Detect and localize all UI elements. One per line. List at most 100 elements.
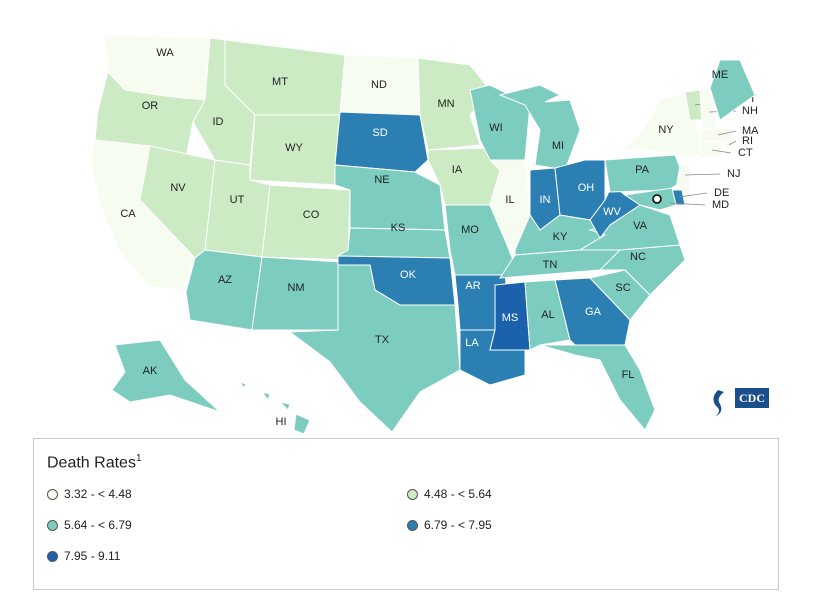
leader-line bbox=[711, 149, 732, 154]
legend-label: 7.95 - 9.11 bbox=[64, 549, 121, 563]
legend-label: 6.79 - < 7.95 bbox=[424, 518, 492, 532]
state-label: SD bbox=[372, 127, 387, 139]
state bbox=[724, 139, 733, 151]
state bbox=[185, 249, 263, 331]
map: WA OR CA NV ID MT WY UT CO AZ NM ND SD NE KS OK TX MN IA MO… bbox=[89, 35, 769, 435]
state-label: MS bbox=[502, 312, 519, 324]
legend-label: 3.32 - < 4.48 bbox=[64, 487, 132, 501]
state bbox=[699, 141, 723, 159]
state-label: FL bbox=[622, 369, 635, 381]
leader-line bbox=[684, 173, 721, 176]
state-label: DE bbox=[714, 187, 729, 199]
state bbox=[278, 401, 291, 411]
state-label: WA bbox=[156, 47, 174, 59]
state-label: MT bbox=[272, 76, 288, 88]
legend-label: 5.64 - < 6.79 bbox=[64, 518, 132, 532]
legend-title-superscript: 1 bbox=[135, 453, 142, 464]
logo-icon bbox=[713, 390, 724, 416]
legend-item: 4.48 - < 5.64 bbox=[407, 487, 492, 501]
legend-swatch bbox=[407, 488, 418, 500]
state-label: MI bbox=[552, 140, 564, 152]
legend-item: 7.95 - 9.11 bbox=[47, 549, 120, 563]
legend-title-text: Death Rates bbox=[47, 454, 136, 472]
state-label: NY bbox=[658, 124, 674, 136]
state-label: NJ bbox=[727, 168, 740, 180]
state bbox=[709, 59, 756, 121]
state-label: CO bbox=[303, 209, 320, 221]
state bbox=[623, 187, 677, 211]
legend: Death Rates1 3.32 - < 4.48 4.48 - < 5.64 5… bbox=[33, 438, 779, 590]
state-label: MA bbox=[742, 125, 759, 137]
state-label: IA bbox=[452, 164, 463, 176]
state bbox=[334, 164, 446, 231]
state-label: NV bbox=[170, 182, 186, 194]
state-label: WV bbox=[603, 206, 621, 218]
legend-swatch bbox=[47, 519, 58, 531]
state-label: NE bbox=[374, 174, 389, 186]
state-label: CT bbox=[738, 147, 753, 159]
state-label: OK bbox=[400, 269, 417, 281]
legend-label: 4.48 - < 5.64 bbox=[424, 487, 492, 501]
state-label: TN bbox=[543, 259, 558, 271]
state-label: SC bbox=[615, 282, 630, 294]
state bbox=[293, 413, 311, 435]
state-label: OH bbox=[578, 182, 595, 194]
legend-swatch bbox=[47, 550, 58, 562]
leader-line bbox=[669, 202, 706, 206]
state bbox=[498, 84, 581, 171]
state-label: HI bbox=[276, 416, 287, 428]
state-label: NM bbox=[287, 282, 304, 294]
legend-item: 5.64 - < 6.79 bbox=[47, 518, 132, 532]
state-label: LA bbox=[465, 337, 479, 349]
state bbox=[489, 281, 531, 351]
legend-swatch bbox=[407, 519, 418, 531]
leader-line bbox=[678, 192, 708, 198]
state bbox=[288, 264, 461, 433]
state bbox=[261, 184, 351, 261]
state-label: AL bbox=[541, 309, 554, 321]
state-label: MN bbox=[437, 98, 454, 110]
leader-line bbox=[717, 130, 737, 136]
state-label: WY bbox=[285, 142, 303, 154]
state-label: PA bbox=[635, 164, 650, 176]
state-label: NH bbox=[742, 105, 758, 117]
state bbox=[699, 127, 736, 143]
state-label: AZ bbox=[218, 274, 232, 286]
state-label: IN bbox=[540, 194, 551, 206]
state-label: CA bbox=[120, 208, 136, 220]
state bbox=[260, 391, 271, 402]
district bbox=[652, 194, 662, 204]
legend-swatch bbox=[47, 488, 58, 500]
state-label: WI bbox=[489, 122, 502, 134]
state-label: IL bbox=[505, 194, 514, 206]
legend-item: 6.79 - < 7.95 bbox=[407, 518, 492, 532]
state-label: NC bbox=[630, 251, 646, 263]
state-label: ND bbox=[371, 79, 387, 91]
state-label: AK bbox=[143, 365, 158, 377]
cdc-logo: CDC bbox=[713, 388, 769, 416]
state bbox=[699, 87, 719, 129]
state-label: MD bbox=[712, 199, 729, 211]
state bbox=[417, 57, 491, 151]
state-label: ME bbox=[712, 69, 729, 81]
state-label: OR bbox=[142, 100, 159, 112]
logo-box bbox=[735, 388, 769, 408]
state-label: ID bbox=[213, 116, 224, 128]
legend-item: 3.32 - < 4.48 bbox=[47, 487, 132, 501]
state bbox=[524, 279, 571, 351]
state-label: KY bbox=[553, 231, 568, 243]
state bbox=[539, 344, 656, 431]
leader-line bbox=[728, 140, 737, 146]
state-label: KS bbox=[391, 222, 406, 234]
logo-text: CDC bbox=[739, 391, 765, 405]
state bbox=[488, 159, 531, 251]
state-label: VA bbox=[633, 220, 648, 232]
state-label: AR bbox=[465, 280, 480, 292]
state-label: UT bbox=[230, 194, 245, 206]
state bbox=[111, 339, 221, 413]
legend-title: Death Rates1 bbox=[47, 453, 142, 472]
state bbox=[334, 111, 429, 173]
state bbox=[238, 381, 247, 389]
state-label: RI bbox=[742, 135, 753, 147]
